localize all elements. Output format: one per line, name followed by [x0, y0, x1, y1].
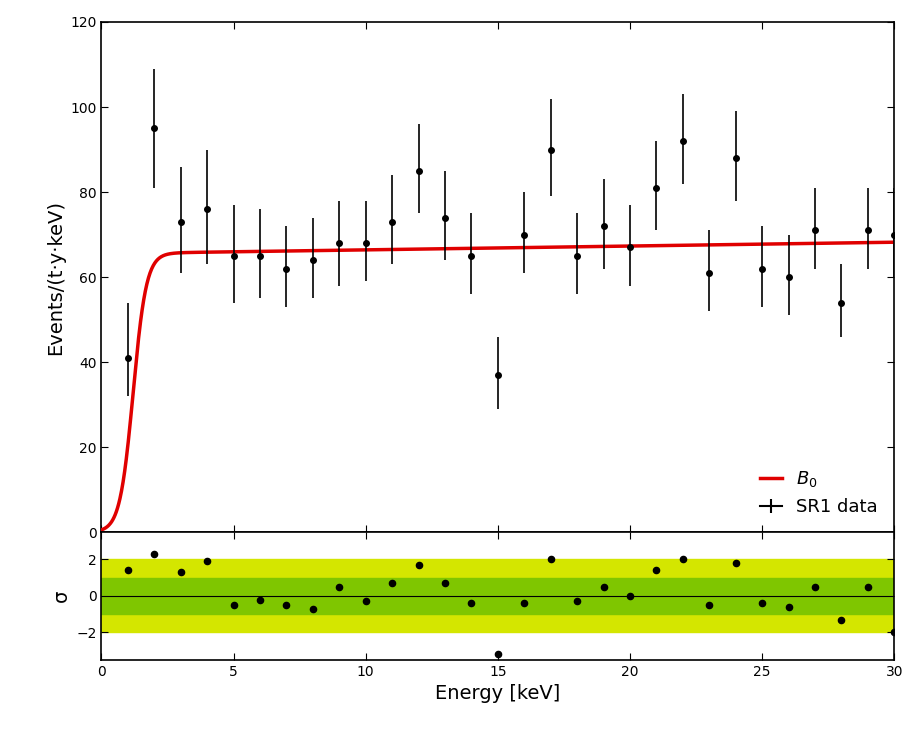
Point	[384, 578, 399, 589]
Point	[834, 614, 849, 625]
Point	[411, 559, 426, 571]
Point	[332, 581, 347, 593]
Point	[226, 599, 241, 611]
Point	[491, 649, 505, 660]
Point	[887, 627, 902, 638]
Point	[253, 594, 267, 605]
Point	[121, 564, 136, 576]
Point	[808, 581, 822, 593]
Point	[860, 581, 875, 593]
Point	[728, 557, 743, 569]
Y-axis label: σ: σ	[52, 590, 71, 602]
Point	[702, 599, 716, 611]
Point	[649, 564, 664, 576]
Point	[279, 599, 294, 611]
X-axis label: Energy [keV]: Energy [keV]	[435, 684, 561, 703]
Point	[570, 595, 585, 607]
Point	[200, 556, 215, 567]
Point	[438, 578, 453, 589]
Point	[464, 597, 479, 609]
Point	[359, 595, 373, 607]
Point	[781, 601, 796, 613]
Point	[173, 567, 188, 578]
Bar	[101, 559, 894, 633]
Point	[517, 597, 532, 609]
Point	[147, 548, 161, 560]
Point	[305, 603, 320, 614]
Point	[597, 581, 611, 593]
Point	[543, 553, 558, 565]
Bar	[101, 578, 894, 614]
Point	[622, 590, 637, 602]
Legend: $B_0$, SR1 data: $B_0$, SR1 data	[753, 462, 885, 523]
Point	[755, 597, 770, 609]
Y-axis label: Events/(t·y·keV): Events/(t·y·keV)	[45, 199, 65, 355]
Point	[676, 553, 691, 565]
